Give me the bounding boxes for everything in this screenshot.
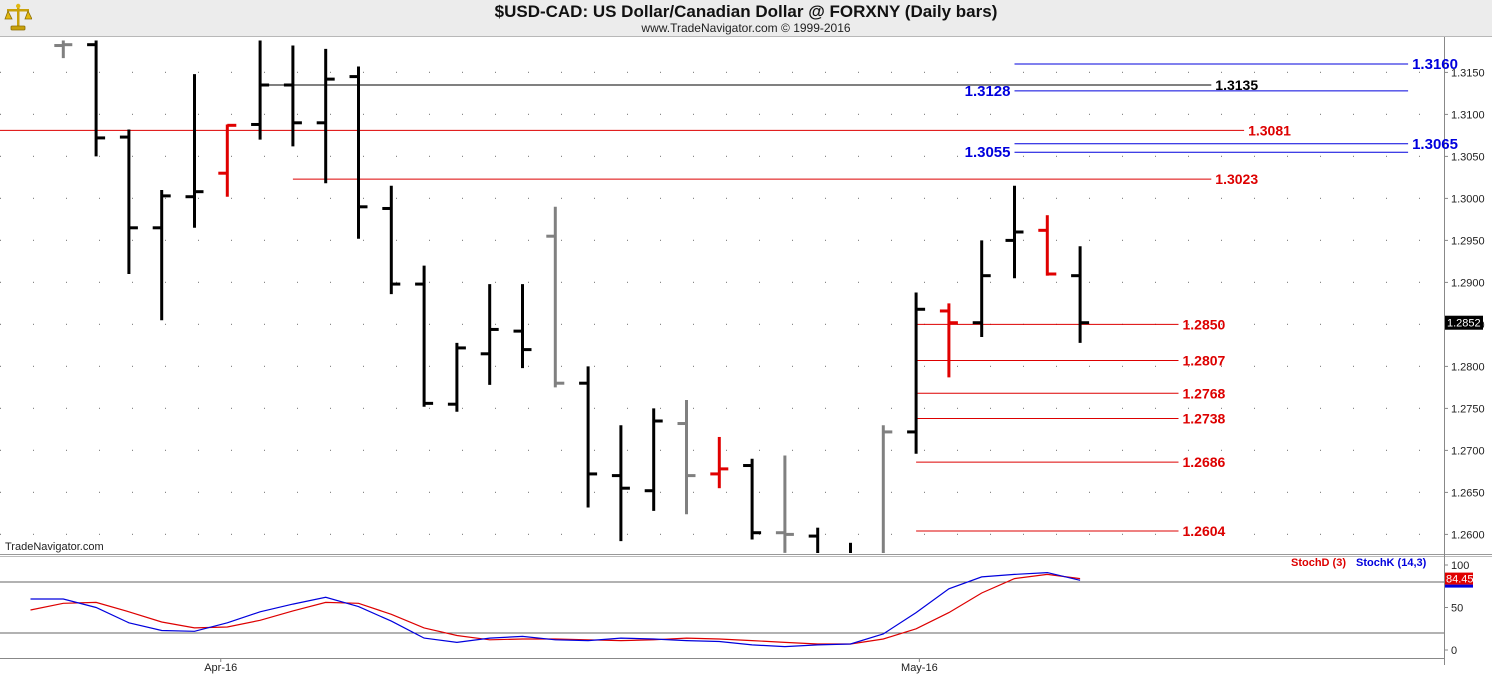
ohlc-bar <box>611 425 630 542</box>
ohlc-bar <box>447 342 466 412</box>
level-label: 1.2850 <box>1183 316 1226 332</box>
ohlc-bar <box>152 190 171 321</box>
stoch-value-label: 84.45 <box>1446 574 1474 586</box>
level-label: 1.2807 <box>1183 353 1226 369</box>
level-label: 1.3081 <box>1248 122 1291 138</box>
price-tick-label: 1.3150 <box>1451 67 1485 79</box>
stoch-series-line <box>30 573 1081 645</box>
price-tick-label: 1.3050 <box>1451 151 1485 163</box>
price-tick-label: 1.2600 <box>1451 529 1485 541</box>
ohlc-bar <box>881 425 893 553</box>
ohlc-bar <box>579 366 598 508</box>
brass-scale-icon[interactable] <box>4 2 33 32</box>
price-tick-label: 1.2650 <box>1451 487 1485 499</box>
ohlc-bar <box>743 458 762 540</box>
ohlc-bar <box>677 400 696 515</box>
stoch-legend-k: StochK (14,3) <box>1356 557 1427 569</box>
ohlc-bar <box>849 542 852 553</box>
stoch-legend-d: StochD (3) <box>1291 557 1346 569</box>
ohlc-bar <box>415 265 434 407</box>
last-price-badge <box>1445 315 1483 330</box>
ohlc-bar <box>808 527 820 553</box>
ohlc-bar <box>644 408 663 511</box>
ohlc-bar <box>710 436 729 489</box>
ohlc-bar <box>972 240 991 337</box>
ohlc-bar <box>907 292 926 454</box>
ohlc-bar <box>349 66 368 239</box>
time-tick-label: May-16 <box>901 662 938 674</box>
stoch-lines <box>30 571 1081 648</box>
support-resistance-levels: 1.3160 1.3135 1.3128 1.3081 1.3065 1.3055 1.30… <box>0 56 1458 539</box>
ohlc-bar <box>54 40 73 59</box>
chart-title: $USD-CAD: US Dollar/Canadian Dollar @ FO… <box>494 2 998 21</box>
ohlc-bar <box>382 185 401 295</box>
price-tick-label: 1.2750 <box>1451 403 1485 415</box>
stoch-value-badge <box>1445 572 1473 585</box>
level-label: 1.3128 <box>965 83 1011 100</box>
price-tick-label: 1.3100 <box>1451 109 1485 121</box>
price-tick-label: 1.3000 <box>1451 193 1485 205</box>
ohlc-bar <box>251 40 270 140</box>
stoch-series-line <box>30 571 1081 648</box>
level-label: 1.3160 <box>1412 56 1458 73</box>
watermark-text: TradeNavigator.com <box>5 541 104 553</box>
price-tick-label: 1.2800 <box>1451 361 1485 373</box>
ohlc-bar <box>513 284 532 369</box>
price-tick-label: 1.2700 <box>1451 445 1485 457</box>
ohlc-bar <box>775 455 794 553</box>
level-label: 1.2768 <box>1183 385 1226 401</box>
stoch-tick-label: 100 <box>1451 560 1469 572</box>
stoch-value-badge-k <box>1445 584 1473 588</box>
ohlc-bars <box>54 40 1090 553</box>
ohlc-bar <box>185 74 204 228</box>
price-tick-label: 1.2950 <box>1451 235 1485 247</box>
stoch-tick-label: 50 <box>1451 603 1463 615</box>
ohlc-bar <box>119 129 138 274</box>
ohlc-bar <box>316 48 335 184</box>
chart-header: $USD-CAD: US Dollar/Canadian Dollar @ FO… <box>0 0 1492 37</box>
level-label: 1.2738 <box>1183 410 1226 426</box>
level-label: 1.3065 <box>1412 136 1458 153</box>
ohlc-bar <box>218 123 237 197</box>
level-label: 1.2604 <box>1183 523 1226 539</box>
price-tick-label: 1.2900 <box>1451 277 1485 289</box>
ohlc-bar <box>87 40 106 157</box>
ohlc-bar <box>1038 215 1057 276</box>
stoch-tick-label: 0 <box>1451 645 1457 657</box>
ohlc-bar <box>480 284 499 385</box>
last-price-label: 1.2852 <box>1447 318 1481 330</box>
ohlc-bar <box>1005 185 1024 279</box>
ohlc-bar <box>283 45 302 147</box>
ohlc-bar <box>1071 246 1090 343</box>
level-label: 1.3135 <box>1215 77 1258 93</box>
time-tick-label: Apr-16 <box>204 662 237 674</box>
ohlc-bar <box>939 303 958 378</box>
level-label: 1.2686 <box>1183 454 1226 470</box>
ohlc-bar <box>546 206 565 388</box>
price-grid <box>0 71 1444 536</box>
level-label: 1.3023 <box>1215 171 1258 187</box>
copyright-text: www.TradeNavigator.com © 1999-2016 <box>641 21 851 35</box>
level-label: 1.3055 <box>965 144 1011 161</box>
